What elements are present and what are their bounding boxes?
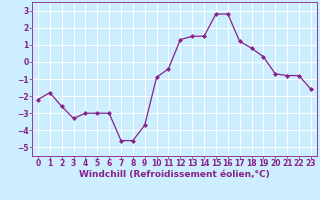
- X-axis label: Windchill (Refroidissement éolien,°C): Windchill (Refroidissement éolien,°C): [79, 170, 270, 179]
